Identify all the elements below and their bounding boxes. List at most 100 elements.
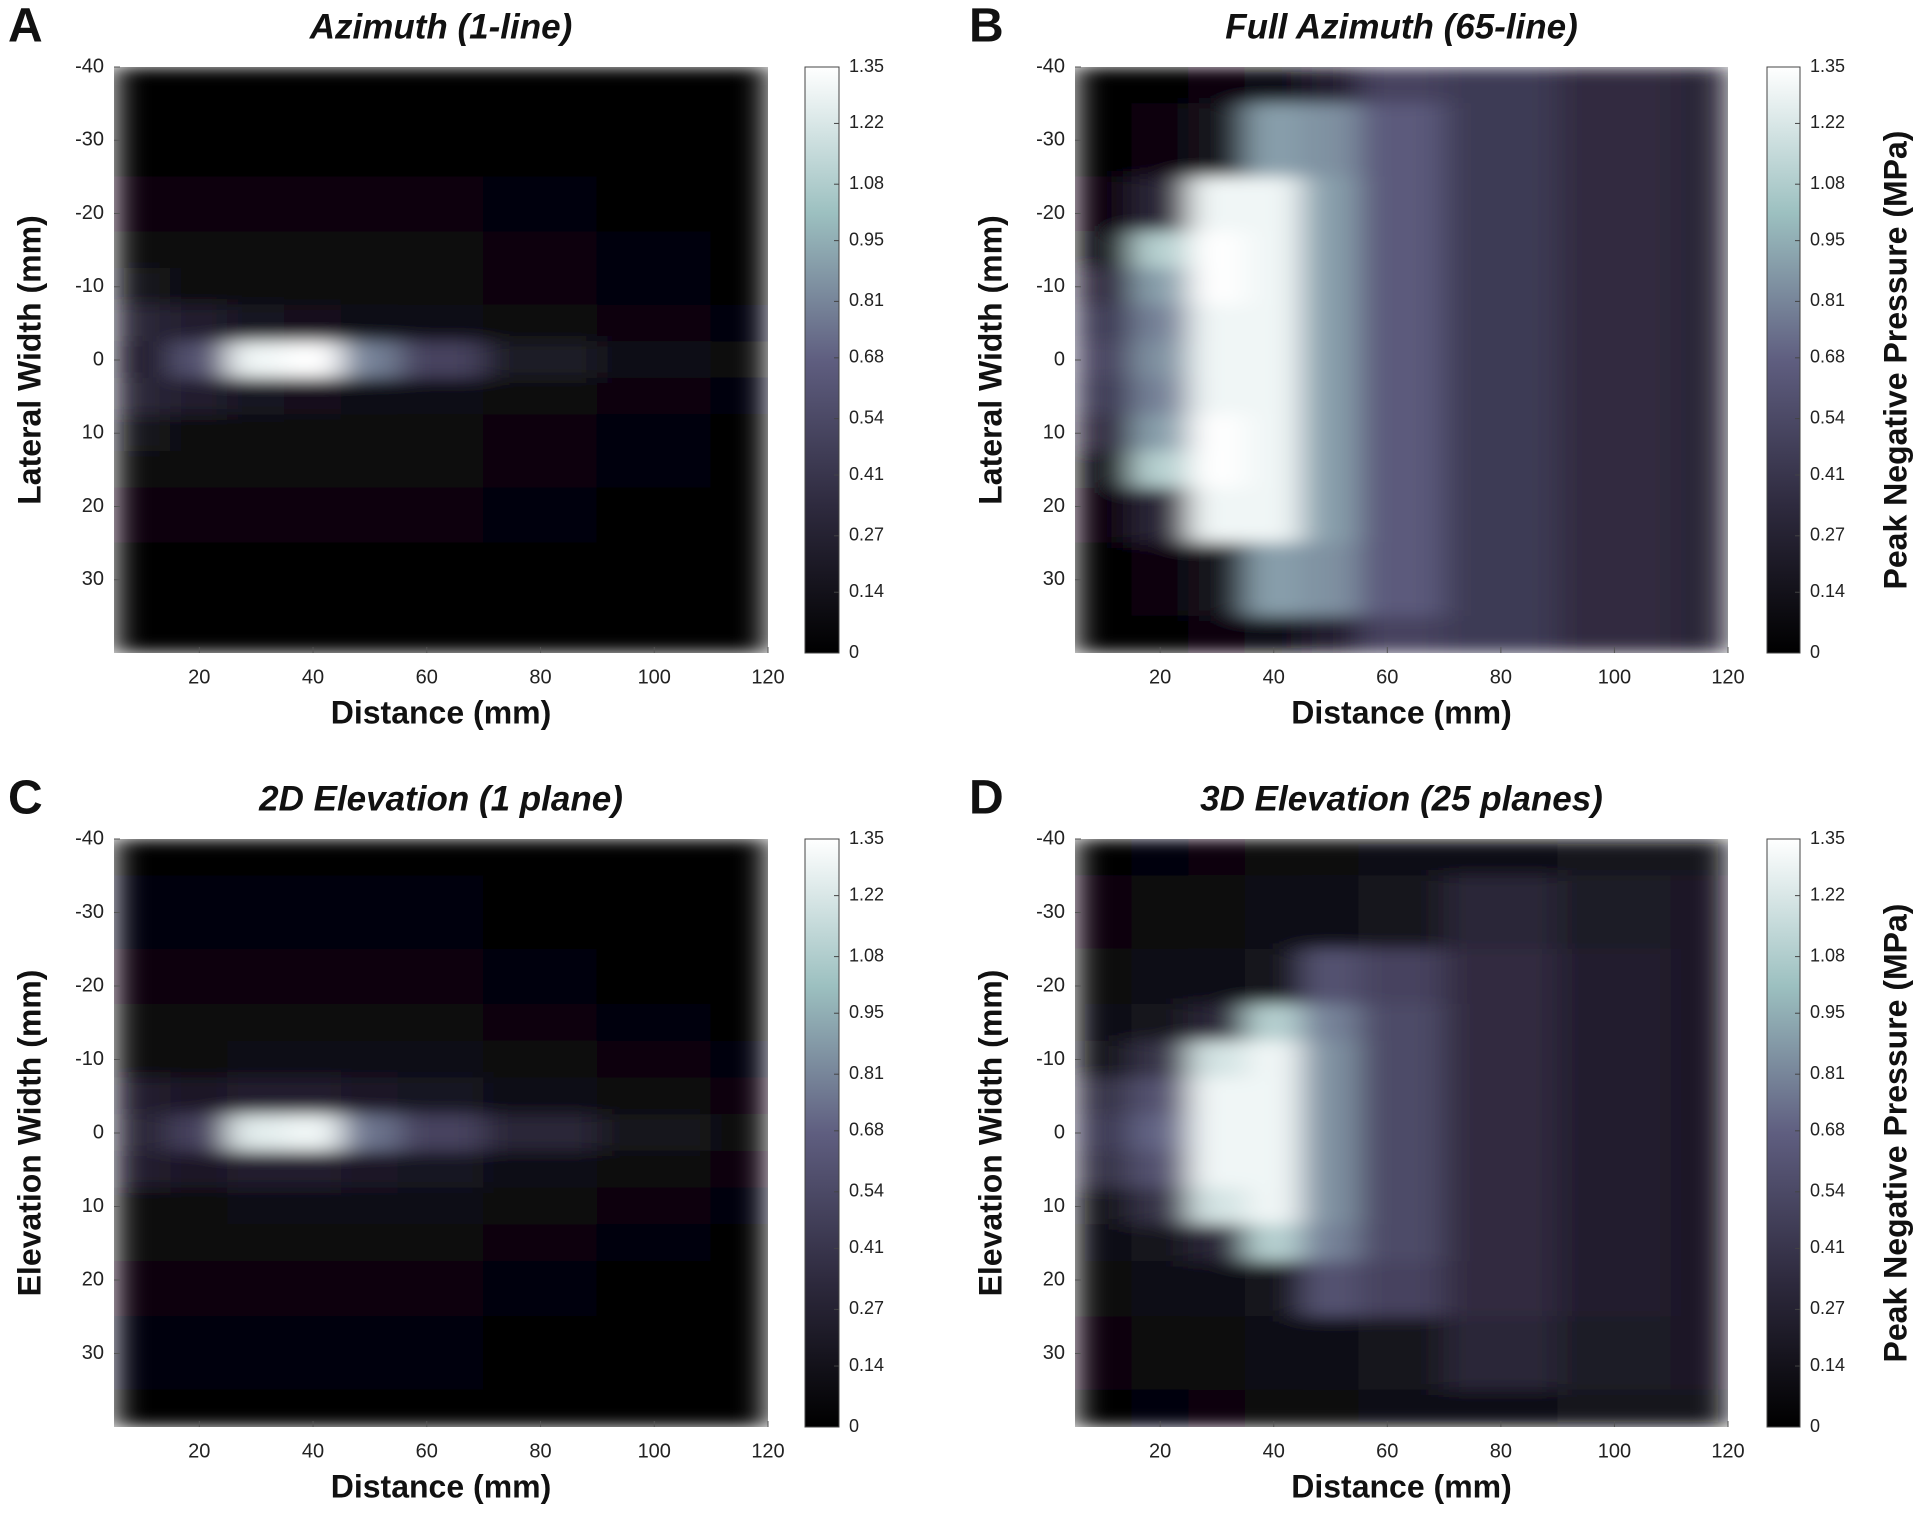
heatmap-cell xyxy=(284,1389,342,1427)
heatmap-cell xyxy=(284,839,342,877)
heatmap-cell xyxy=(483,1077,598,1116)
heatmap-cell xyxy=(1188,1003,1246,1042)
heatmap-cell xyxy=(1557,1150,1672,1189)
heatmap-cell xyxy=(397,103,485,178)
x-tick-label: 60 xyxy=(416,666,438,688)
y-tick-label: 30 xyxy=(82,568,104,590)
heatmap-cell xyxy=(1244,377,1303,416)
heatmap-cell xyxy=(1557,231,1672,269)
heatmap-cell xyxy=(1670,875,1728,950)
x-tick-label: 40 xyxy=(302,1440,324,1462)
heatmap-cell xyxy=(397,1040,485,1079)
heatmap-cell xyxy=(1670,231,1728,269)
heatmap-cell xyxy=(170,948,229,1005)
colorbar xyxy=(1766,838,1801,1428)
colorbar-tick-label: 1.08 xyxy=(849,173,884,193)
y-tick-label: 10 xyxy=(82,422,104,444)
heatmap-cell xyxy=(596,1389,712,1427)
heatmap-cell xyxy=(710,1114,768,1152)
heatmap-cell xyxy=(1443,231,1559,269)
heatmap-cell xyxy=(710,1261,768,1318)
heatmap-cell xyxy=(114,1114,172,1152)
heatmap-cell xyxy=(1670,839,1728,877)
heatmap-cell xyxy=(1358,176,1445,233)
heatmap-cell xyxy=(397,615,485,653)
heatmap-cell xyxy=(1358,103,1445,178)
heatmap-cell xyxy=(114,176,172,233)
heatmap-cell xyxy=(114,1077,172,1116)
heatmap-cell xyxy=(170,1187,229,1226)
heatmap-cell xyxy=(1301,1261,1360,1318)
heatmap-cell xyxy=(1301,377,1360,416)
heatmap-cell xyxy=(340,414,399,453)
y-tick-label: -30 xyxy=(75,129,104,151)
heatmap-cell xyxy=(483,1150,598,1189)
colorbar-tick-label: 0.14 xyxy=(849,581,884,601)
heatmap-cell xyxy=(1301,1150,1360,1189)
heatmap-cell xyxy=(483,341,598,379)
colorbar-tick-label: 0.81 xyxy=(1810,290,1845,310)
heatmap-cell xyxy=(1670,1224,1728,1263)
x-axis-label: Distance (mm) xyxy=(331,1468,552,1504)
heatmap-cell xyxy=(1244,487,1303,544)
heatmap-cell xyxy=(227,948,286,1005)
colorbar-label: Peak Negative Pressure (MPa) xyxy=(1877,904,1913,1363)
heatmap-cell xyxy=(170,542,229,617)
heatmap-cell xyxy=(170,1389,229,1427)
heatmap-cell xyxy=(1358,451,1445,489)
heatmap-cell xyxy=(710,176,768,233)
heatmap-cell xyxy=(340,377,399,416)
heatmap-cell xyxy=(397,267,485,306)
heatmap-cell xyxy=(1670,1261,1728,1318)
heatmap-cell xyxy=(170,839,229,877)
heatmap-cell xyxy=(710,1150,768,1189)
heatmap-cell xyxy=(114,1040,172,1079)
heatmap-cell xyxy=(1075,414,1133,453)
heatmap-cell xyxy=(170,414,229,453)
heatmap-cell xyxy=(1075,267,1133,306)
heatmap-cell xyxy=(114,414,172,453)
heatmap-cell xyxy=(1075,1003,1133,1042)
heatmap xyxy=(1075,67,1728,653)
heatmap-cell xyxy=(1557,875,1672,950)
heatmap-cell xyxy=(1188,1261,1246,1318)
heatmap-cell xyxy=(1075,176,1133,233)
heatmap-cell xyxy=(1301,1003,1360,1042)
heatmap-cell xyxy=(1075,948,1133,1005)
heatmap-cell xyxy=(1244,267,1303,306)
heatmap-cell xyxy=(1075,103,1133,178)
heatmap-cell xyxy=(397,1224,485,1263)
heatmap-cell xyxy=(340,1150,399,1189)
heatmap-cell xyxy=(1670,1150,1728,1189)
heatmap-cell xyxy=(1670,304,1728,343)
heatmap-cell xyxy=(170,1150,229,1189)
heatmap-cell xyxy=(1557,542,1672,617)
heatmap-cell xyxy=(227,1224,286,1263)
y-tick-label: -20 xyxy=(1036,202,1065,224)
heatmap-cell xyxy=(483,414,598,453)
heatmap-cell xyxy=(114,542,172,617)
colorbar-tick-label: 1.08 xyxy=(1810,945,1845,965)
colorbar-tick-label: 0.95 xyxy=(849,229,884,249)
heatmap-cell xyxy=(1557,304,1672,343)
heatmap-cell xyxy=(1670,1316,1728,1391)
heatmap-cell xyxy=(1443,1224,1559,1263)
heatmap xyxy=(1075,839,1728,1427)
x-tick-label: 20 xyxy=(1149,1440,1171,1462)
heatmap-cell xyxy=(1075,377,1133,416)
heatmap-cell xyxy=(1301,839,1360,877)
heatmap-cell xyxy=(1131,487,1190,544)
x-tick-label: 100 xyxy=(638,666,671,688)
heatmap-cell xyxy=(1670,1040,1728,1079)
heatmap-cell xyxy=(483,267,598,306)
heatmap-cell xyxy=(1358,875,1445,950)
heatmap-cell xyxy=(1557,267,1672,306)
heatmap-cell xyxy=(397,451,485,489)
heatmap-cell xyxy=(1670,615,1728,653)
heatmap-cell xyxy=(710,451,768,489)
heatmap-cell xyxy=(227,1114,286,1152)
heatmap-cell xyxy=(596,1003,712,1042)
chart-title: Full Azimuth (65-line) xyxy=(1225,7,1578,46)
heatmap-cell xyxy=(1557,615,1672,653)
plot-area xyxy=(114,67,768,653)
